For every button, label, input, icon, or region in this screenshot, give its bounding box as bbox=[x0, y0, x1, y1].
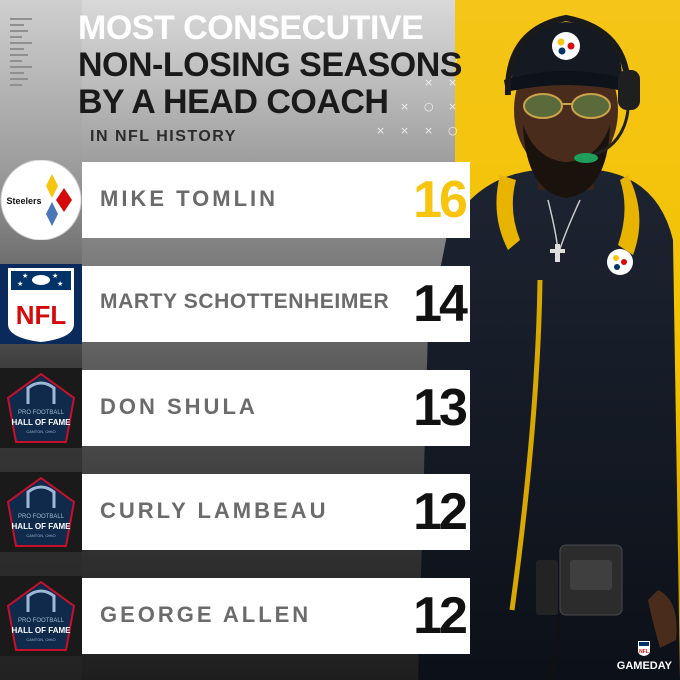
page-subtitle: IN NFL HISTORY bbox=[90, 128, 237, 145]
gameday-branding: NFL GAMEDAY bbox=[617, 640, 672, 672]
nfl-shield-icon: NFL bbox=[638, 641, 651, 656]
hof-line1: PRO FOOTBALL bbox=[18, 514, 65, 520]
ranking-row: PRO FOOTBALL HALL OF FAME CANTON, OHIO D… bbox=[0, 368, 470, 448]
coach-name: DON SHULA bbox=[100, 394, 258, 419]
hall-of-fame-logo: PRO FOOTBALL HALL OF FAME CANTON, OHIO bbox=[0, 576, 82, 656]
ranking-row: Steelers MIKE TOMLIN 16 bbox=[0, 160, 470, 240]
nfl-wordmark: NFL bbox=[16, 300, 67, 330]
ranking-row: PRO FOOTBALL HALL OF FAME CANTON, OHIO C… bbox=[0, 472, 470, 552]
title-line-2: NON-LOSING SEASONS bbox=[78, 46, 462, 84]
hof-line2: HALL OF FAME bbox=[12, 626, 72, 635]
name-bar: MARTY SCHOTTENHEIMER bbox=[82, 266, 470, 342]
name-bar: DON SHULA bbox=[82, 370, 470, 446]
shield-text: NFL bbox=[640, 649, 650, 655]
svg-text:★: ★ bbox=[22, 272, 28, 280]
steelers-logo: Steelers bbox=[0, 160, 82, 240]
hof-line3: CANTON, OHIO bbox=[26, 637, 55, 642]
hall-of-fame-logo: PRO FOOTBALL HALL OF FAME CANTON, OHIO bbox=[0, 472, 82, 552]
hof-line1: PRO FOOTBALL bbox=[18, 618, 65, 624]
hof-line1: PRO FOOTBALL bbox=[18, 410, 65, 416]
nfl-shield-logo: NFL ★ ★ ★ ★ bbox=[0, 264, 82, 344]
svg-text:★: ★ bbox=[17, 280, 23, 288]
page-title: MOST CONSECUTIVE NON-LOSING SEASONS BY A… bbox=[78, 10, 468, 121]
hof-line2: HALL OF FAME bbox=[12, 522, 72, 531]
seasons-count: 12 bbox=[413, 483, 468, 541]
decorative-ruler-lines bbox=[10, 18, 50, 138]
seasons-count: 12 bbox=[413, 587, 468, 645]
title-line-1: MOST CONSECUTIVE bbox=[78, 9, 424, 47]
steelers-wordmark: Steelers bbox=[6, 196, 41, 206]
coach-photo bbox=[418, 14, 680, 680]
gameday-label: GAMEDAY bbox=[616, 660, 672, 672]
hof-line3: CANTON, OHIO bbox=[26, 533, 55, 538]
hof-line2: HALL OF FAME bbox=[12, 418, 72, 427]
coach-name: MIKE TOMLIN bbox=[100, 186, 279, 211]
seasons-count: 16 bbox=[413, 171, 468, 229]
seasons-count: 14 bbox=[413, 275, 468, 333]
coach-name: GEORGE ALLEN bbox=[100, 602, 312, 627]
coach-name: CURLY LAMBEAU bbox=[100, 498, 329, 523]
hof-line3: CANTON, OHIO bbox=[26, 429, 55, 434]
hall-of-fame-logo: PRO FOOTBALL HALL OF FAME CANTON, OHIO bbox=[0, 368, 82, 448]
name-bar: GEORGE ALLEN bbox=[82, 578, 470, 654]
title-line-3: BY A HEAD COACH bbox=[78, 83, 389, 121]
decorative-x-pattern: × × × ○ × ○ × × × ○ bbox=[376, 52, 458, 137]
ranking-row: NFL ★ ★ ★ ★ MARTY SCHOTTENHEIMER 14 bbox=[0, 264, 470, 344]
ranking-row: PRO FOOTBALL HALL OF FAME CANTON, OHIO G… bbox=[0, 576, 470, 656]
name-bar: CURLY LAMBEAU bbox=[82, 474, 470, 550]
seasons-count: 13 bbox=[413, 379, 468, 437]
coach-name: MARTY SCHOTTENHEIMER bbox=[100, 290, 390, 313]
svg-text:★: ★ bbox=[57, 280, 63, 288]
name-bar: MIKE TOMLIN bbox=[82, 162, 470, 238]
svg-text:★: ★ bbox=[52, 272, 58, 280]
